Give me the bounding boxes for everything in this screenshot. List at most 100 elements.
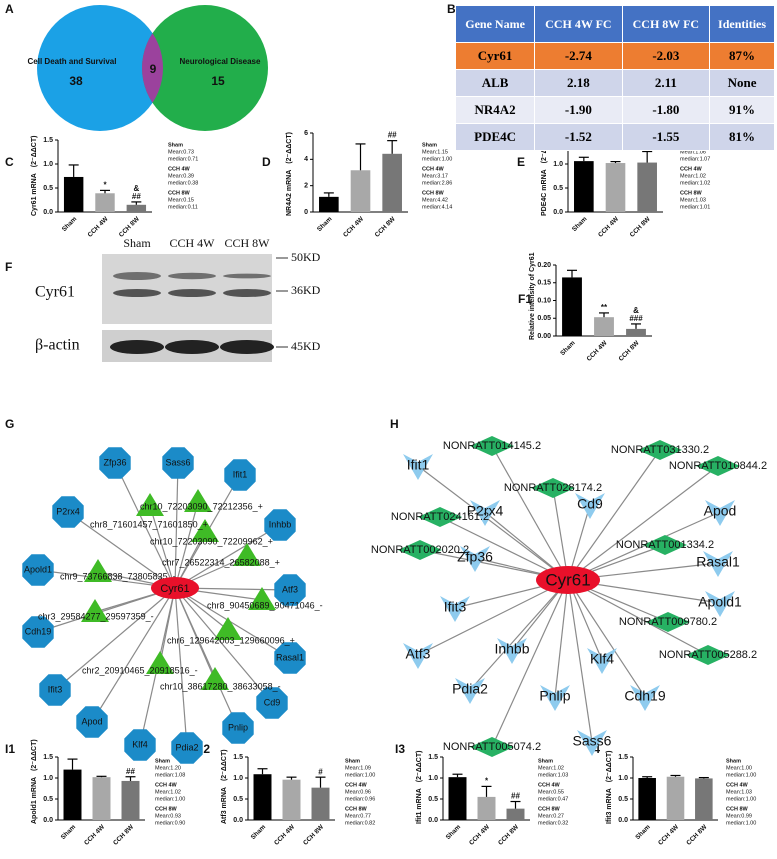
panel-label: A xyxy=(5,2,14,16)
y-tick-label: 0 xyxy=(304,209,308,216)
table-cell: 91% xyxy=(709,96,775,124)
stats-text: Mean:0.27 xyxy=(538,813,564,819)
network-node xyxy=(81,599,109,622)
network-node xyxy=(696,456,740,476)
y-tick-label: 0.5 xyxy=(233,796,243,803)
node-label: Pdia2 xyxy=(175,742,198,752)
network-node xyxy=(705,500,735,526)
network-node xyxy=(201,667,229,690)
y-axis-title: NR4A2 mRNA (2⁻ΔΔCT) xyxy=(286,132,293,216)
node-label: Rasal1 xyxy=(276,652,304,662)
network-node xyxy=(497,638,527,664)
table-cell: -1.52 xyxy=(534,123,623,151)
node-label: Zfp36 xyxy=(103,457,126,467)
x-tick-label: Sham xyxy=(559,340,577,358)
network-node xyxy=(274,642,306,674)
table-cell: NR4A2 xyxy=(454,96,536,124)
x-tick-label: Sham xyxy=(60,824,78,842)
table-cell: -2.03 xyxy=(621,42,711,70)
network-node xyxy=(643,535,687,555)
stats-text: Mean:3.17 xyxy=(422,173,448,179)
row-label: Cyr61 xyxy=(35,284,75,301)
network-node xyxy=(646,612,690,632)
node-label: NONRATT024161.2 xyxy=(391,511,489,523)
bar xyxy=(626,328,646,336)
node-label: chr2_20910465_20918516_- xyxy=(82,665,198,675)
bar xyxy=(319,196,339,212)
network-node xyxy=(460,546,490,572)
node-label: Apod xyxy=(81,716,102,726)
stats-text: median:2.86 xyxy=(422,180,452,186)
blot-band xyxy=(165,340,219,354)
y-tick-label: 1.5 xyxy=(233,754,243,761)
blot-band xyxy=(223,289,271,297)
y-axis-title: Cyr61 mRNA (2⁻ΔΔCT) xyxy=(31,136,38,216)
network-edge xyxy=(174,587,188,749)
y-axis-title: Atf3 mRNA (2⁻ΔΔCT) xyxy=(221,749,228,824)
stats-text: Mean:4.42 xyxy=(422,197,448,203)
y-tick-label: 1.0 xyxy=(428,775,438,782)
table-cell: -1.55 xyxy=(621,123,711,151)
node-label: Zfp36 xyxy=(457,549,493,565)
node-label: Pnlip xyxy=(539,688,570,704)
stats-text: CCH 8W xyxy=(345,806,368,812)
node-label: NONRATT005074.2 xyxy=(443,741,541,753)
table-cell: None xyxy=(709,69,775,97)
network-node xyxy=(256,687,288,719)
panel-label: F1 xyxy=(518,292,532,306)
y-tick-label: 0.10 xyxy=(537,297,551,304)
x-tick-label: Sham xyxy=(571,216,589,234)
network-node xyxy=(184,489,212,512)
node-label: chr8_90450689_90471046_- xyxy=(207,600,323,610)
bar xyxy=(506,808,525,820)
venn-set-name: Neurological Disease xyxy=(180,57,261,66)
bar xyxy=(253,774,272,820)
bar xyxy=(350,170,371,212)
panel-label: H xyxy=(390,417,399,431)
stats-text: CCH 4W xyxy=(680,166,703,172)
network-node xyxy=(146,651,174,674)
node-label: Sass6 xyxy=(573,733,612,749)
network-edge xyxy=(567,449,661,581)
x-tick-label: CCH 4W xyxy=(342,215,366,239)
panel-label: C xyxy=(5,155,14,169)
x-tick-label: CCH 4W xyxy=(83,823,107,847)
node-label: chr9_73766838_73805835_- xyxy=(60,571,176,581)
stats-text: Mean:0.93 xyxy=(155,813,181,819)
network-node xyxy=(84,559,112,582)
x-tick-label: CCH 8W xyxy=(618,339,642,363)
network-node xyxy=(403,643,433,669)
network-node xyxy=(703,551,733,577)
significance-mark: ** xyxy=(601,303,608,312)
y-axis-label: NR4A2 mRNA xyxy=(286,170,293,216)
stats-text: CCH 8W xyxy=(680,190,703,196)
y-axis-unit: (2⁻ΔΔCT) xyxy=(416,751,423,783)
node-label: Atf3 xyxy=(406,646,431,662)
table-cell: -2.74 xyxy=(534,42,623,70)
venn-count: 15 xyxy=(211,74,225,88)
node-label: Ifit1 xyxy=(407,457,430,473)
bar xyxy=(666,776,685,820)
center-label: Cyr61 xyxy=(545,570,590,589)
x-tick-label: CCH 4W xyxy=(87,215,111,239)
bar xyxy=(282,779,301,820)
network-edge xyxy=(174,524,281,589)
network-node xyxy=(124,729,156,761)
y-tick-label: 0.5 xyxy=(43,796,53,803)
stats-text: median:0.38 xyxy=(168,180,198,186)
network-center xyxy=(151,577,199,599)
bar xyxy=(311,787,330,820)
stats-text: CCH 4W xyxy=(168,166,191,172)
x-tick-label: CCH 4W xyxy=(657,823,681,847)
node-label: NONRATT031330.2 xyxy=(611,444,709,456)
node-label: NONRATT001334.2 xyxy=(616,539,714,551)
y-tick-label: 0.5 xyxy=(43,185,53,192)
network-edge xyxy=(439,516,569,581)
node-label: Cd9 xyxy=(577,496,603,512)
significance-mark: ## xyxy=(132,192,141,201)
stats-text: Mean:1.06 xyxy=(680,149,706,155)
x-tick-label: Sham xyxy=(445,824,463,842)
stats-text: Sham xyxy=(538,758,553,764)
table-cell: 87% xyxy=(709,42,775,70)
network-node xyxy=(22,554,54,586)
